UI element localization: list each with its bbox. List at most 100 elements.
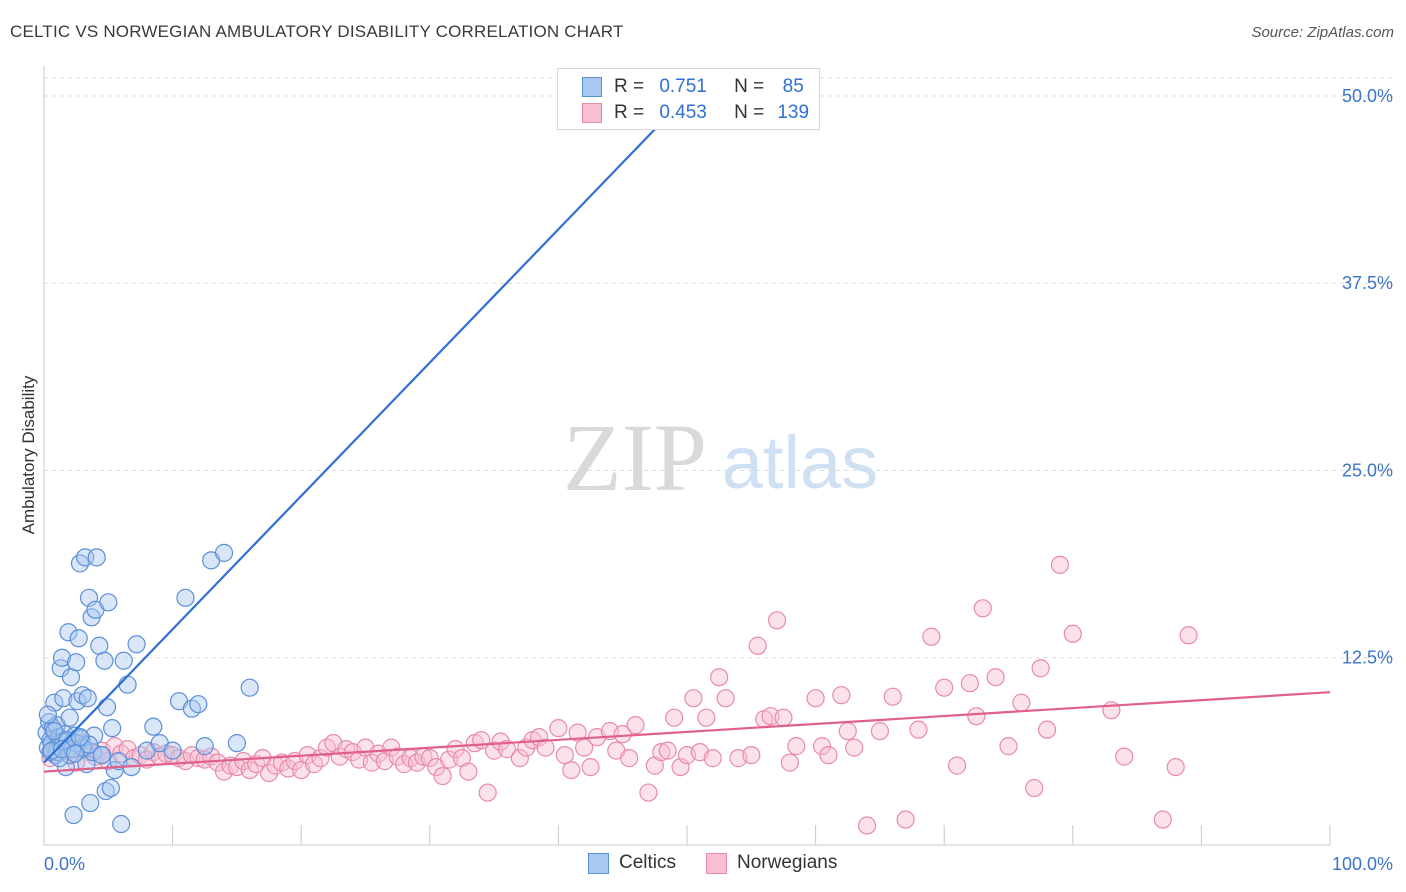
norwegian-point-91 xyxy=(652,743,671,762)
correlation-legend: R = 0.751 N = 85 R = 0.453 N = 139 xyxy=(557,68,820,130)
norwegian-point-132 xyxy=(1031,659,1050,678)
norwegian-point-109 xyxy=(780,753,799,772)
norwegian-point-121 xyxy=(909,720,928,739)
celtic-point-26 xyxy=(70,554,90,573)
norwegian-n-label: N = xyxy=(734,102,765,123)
legend-row-norwegian: R = 0.453 N = 139 xyxy=(582,101,818,125)
celtic-point-44 xyxy=(97,698,117,717)
celtic-point-28 xyxy=(73,686,92,705)
grid-lines xyxy=(44,77,1395,659)
norwegian-point-59 xyxy=(420,749,439,768)
norwegian-point-127 xyxy=(973,599,992,618)
norwegians-legend-label: Norwegians xyxy=(737,852,838,873)
celtic-point-79 xyxy=(38,705,57,724)
chart-title: CELTIC VS NORWEGIAN AMBULATORY DISABILIT… xyxy=(10,22,624,41)
celtic-point-63 xyxy=(195,737,214,756)
norwegian-point-53 xyxy=(382,738,401,757)
norwegian-point-86 xyxy=(613,725,632,744)
norwegian-point-87 xyxy=(620,749,639,768)
celtic-n-label: N = xyxy=(734,76,765,97)
celtic-point-25 xyxy=(69,629,88,648)
norwegian-point-122 xyxy=(922,627,941,646)
celtic-point-84 xyxy=(65,744,84,763)
celtic-point-39 xyxy=(87,548,106,567)
norwegian-point-134 xyxy=(1050,555,1070,574)
norwegian-point-79 xyxy=(562,760,581,780)
norwegian-point-137 xyxy=(1115,747,1134,766)
norwegian-point-116 xyxy=(845,738,864,757)
legend-item-norwegians: Norwegians xyxy=(706,852,837,874)
norwegian-point-96 xyxy=(684,689,703,708)
norwegian-point-108 xyxy=(774,708,793,727)
norwegian-point-136 xyxy=(1102,701,1121,720)
norwegian-point-129 xyxy=(999,737,1018,756)
norwegian-point-128 xyxy=(986,668,1005,687)
celtic-point-24 xyxy=(68,692,87,711)
source-label: Source: ZipAtlas.com xyxy=(1251,24,1394,41)
norwegian-point-123 xyxy=(935,678,954,697)
y-tick-label-3: 50.0% xyxy=(1342,86,1393,106)
celtic-point-47 xyxy=(103,719,122,738)
norwegian-point-114 xyxy=(832,686,851,705)
norwegian-point-139 xyxy=(1166,757,1185,777)
celtic-point-81 xyxy=(70,728,90,747)
celtic-point-37 xyxy=(85,726,104,745)
celtic-point-51 xyxy=(114,651,133,670)
norwegian-point-113 xyxy=(819,746,838,765)
celtic-point-13 xyxy=(54,689,73,708)
watermark-zip: ZIP xyxy=(563,404,707,511)
norwegian-point-130 xyxy=(1012,693,1031,712)
norwegian-point-120 xyxy=(896,810,915,829)
norwegian-point-124 xyxy=(947,756,967,775)
trend-lines xyxy=(43,95,1331,773)
norwegian-trend-line xyxy=(43,691,1331,773)
y-tick-label-1: 25.0% xyxy=(1342,460,1393,480)
celtic-point-12 xyxy=(52,648,72,667)
celtic-point-62 xyxy=(189,695,208,714)
celtic-points xyxy=(37,543,259,834)
norwegian-point-112 xyxy=(812,737,832,756)
norwegian-point-138 xyxy=(1153,810,1172,829)
celtic-point-52 xyxy=(118,675,137,694)
celtic-point-17 xyxy=(59,623,78,642)
norwegian-point-140 xyxy=(1179,626,1198,645)
norwegian-point-135 xyxy=(1063,624,1082,643)
celtic-point-65 xyxy=(214,543,234,562)
norwegian-point-104 xyxy=(748,636,767,655)
celtic-point-32 xyxy=(78,689,97,708)
celtic-point-23 xyxy=(67,653,86,672)
celtic-point-76 xyxy=(45,722,64,741)
norwegian-point-70 xyxy=(491,732,510,751)
celtic-trend-line xyxy=(43,95,688,764)
norwegian-point-76 xyxy=(536,738,555,757)
norwegian-point-118 xyxy=(870,722,890,741)
norwegian-point-119 xyxy=(883,687,902,706)
norwegian-point-72 xyxy=(510,749,529,768)
norwegian-points xyxy=(41,555,1198,835)
norwegian-point-98 xyxy=(697,708,716,727)
celtic-point-46 xyxy=(101,778,120,798)
norwegian-point-89 xyxy=(639,783,658,802)
norwegian-point-82 xyxy=(581,757,600,777)
tick-labels: 12.5% 25.0% 37.5% 50.0% 0.0% 100.0% xyxy=(44,86,1393,874)
celtic-point-43 xyxy=(96,781,115,801)
celtic-swatch xyxy=(582,77,602,97)
norwegian-point-88 xyxy=(626,716,645,735)
norwegian-point-34 xyxy=(259,763,279,783)
norwegian-point-80 xyxy=(568,723,587,742)
norwegian-point-126 xyxy=(967,707,986,726)
norwegian-point-117 xyxy=(857,816,877,835)
y-axis-label: Ambulatory Disability xyxy=(19,375,38,534)
norwegian-point-125 xyxy=(960,674,980,693)
norwegian-point-115 xyxy=(838,722,857,741)
norwegian-point-133 xyxy=(1037,720,1057,739)
x-tick-label-0: 0.0% xyxy=(44,854,85,874)
celtic-point-21 xyxy=(64,805,83,825)
celtic-point-18 xyxy=(60,708,79,727)
norwegian-n-value: 139 xyxy=(777,102,810,123)
norwegian-swatch xyxy=(582,103,602,123)
y-tick-label-2: 37.5% xyxy=(1342,273,1393,293)
norwegian-point-92 xyxy=(658,741,677,760)
norwegian-r-label: R = xyxy=(614,102,645,123)
